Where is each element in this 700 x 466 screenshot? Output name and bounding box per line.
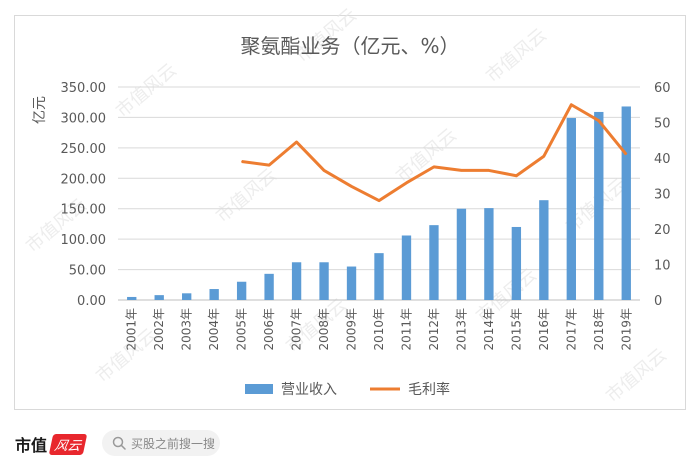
y-tick-label: 0.00 <box>77 294 106 309</box>
right-axis-ticks: 0 10 20 30 40 50 60 <box>654 81 671 309</box>
legend: 营业收入 毛利率 <box>245 381 450 398</box>
x-tick-label: 2001年 <box>125 308 139 351</box>
bar <box>594 111 604 300</box>
y2-tick-label: 60 <box>654 81 671 96</box>
y2-tick-label: 30 <box>654 188 671 203</box>
bar <box>127 296 137 300</box>
y-tick-label: 250.00 <box>61 142 107 157</box>
bar <box>291 262 302 300</box>
x-tick-label: 2018年 <box>592 308 606 351</box>
x-tick-label: 2010年 <box>372 308 386 351</box>
bar <box>182 293 192 300</box>
bar <box>236 281 247 300</box>
brand-logo-text: 市值 <box>15 436 48 455</box>
y2-tick-label: 50 <box>654 117 671 132</box>
y-tick-label: 200.00 <box>61 172 107 187</box>
watermark-text: 市值风云 <box>482 25 551 87</box>
y-axis-label: 亿元 <box>32 96 48 124</box>
bar <box>621 106 631 300</box>
bar <box>566 118 576 300</box>
brand-logo-script: 风云 <box>48 433 88 455</box>
x-tick-label: 2007年 <box>290 308 304 351</box>
line-point <box>598 120 600 122</box>
legend-label-line: 毛利率 <box>408 381 450 398</box>
bar <box>401 235 412 300</box>
bar <box>429 225 439 300</box>
brand-logo[interactable]: 市值 风云 <box>15 432 88 456</box>
bar <box>484 208 494 300</box>
x-tick-label: 2011年 <box>399 308 413 351</box>
x-tick-label: 2003年 <box>180 308 194 351</box>
x-tick-label: 2009年 <box>345 308 359 351</box>
bar <box>209 289 219 300</box>
bar <box>346 266 357 300</box>
watermark-text: 市值风云 <box>212 165 281 227</box>
line-point <box>625 153 627 155</box>
watermark-text: 市值风云 <box>392 125 461 187</box>
line-point <box>241 161 243 163</box>
x-tick-label: 2019年 <box>619 308 633 351</box>
search-icon <box>112 436 126 450</box>
y2-tick-label: 0 <box>654 294 662 309</box>
y-tick-label: 150.00 <box>61 203 107 218</box>
line-point <box>405 182 407 184</box>
search-placeholder: 买股之前搜一搜 <box>131 436 216 451</box>
y2-tick-label: 10 <box>654 259 671 274</box>
x-tick-label: 2012年 <box>427 308 441 351</box>
x-tick-label: 2006年 <box>262 308 276 351</box>
y-tick-label: 350.00 <box>61 81 107 96</box>
left-axis-ticks: 0.00 50.00 100.00 150.00 200.00 250.00 300.00 3… <box>61 81 107 309</box>
line-point <box>268 164 270 166</box>
x-tick-label: 2015年 <box>509 308 523 351</box>
search-box[interactable]: 买股之前搜一搜 <box>102 430 220 456</box>
bar <box>264 273 274 300</box>
x-tick-label: 2008年 <box>317 308 331 351</box>
y2-tick-label: 40 <box>654 152 671 167</box>
line-point <box>378 200 380 202</box>
line-point <box>515 175 517 177</box>
footer: 市值 风云 买股之前搜一搜 <box>0 424 700 466</box>
line-point <box>460 169 462 171</box>
line-point <box>433 166 435 168</box>
line-point <box>488 169 490 171</box>
legend-swatch-bar <box>245 384 273 394</box>
x-axis-ticks: 2001年 2002年 2003年 2004年 2005年 2006年 2007年 2008年… <box>125 308 634 351</box>
y-tick-label: 50.00 <box>69 264 106 279</box>
watermark-text: 市值风云 <box>602 345 671 407</box>
bar <box>456 208 467 300</box>
bar <box>374 253 384 300</box>
legend-label-bar: 营业收入 <box>281 382 337 398</box>
x-tick-label: 2005年 <box>235 308 249 351</box>
bar-series <box>127 106 631 300</box>
chart-title: 聚氨酯业务（亿元、%） <box>240 34 459 58</box>
x-tick-label: 2013年 <box>454 308 468 351</box>
x-tick-label: 2017年 <box>564 308 578 351</box>
x-tick-label: 2014年 <box>482 308 496 351</box>
y-tick-label: 300.00 <box>61 111 107 126</box>
bar <box>539 200 549 300</box>
line-point <box>543 155 545 157</box>
bar <box>154 295 164 300</box>
x-tick-label: 2002年 <box>152 308 166 351</box>
line-point <box>296 141 298 143</box>
x-tick-label: 2016年 <box>537 308 551 351</box>
bar <box>319 262 329 300</box>
y2-tick-label: 20 <box>654 223 671 238</box>
line-point <box>351 185 353 187</box>
bar <box>511 226 522 300</box>
x-tick-label: 2004年 <box>207 308 221 351</box>
watermark-text: 市值风云 <box>112 60 181 122</box>
line-series <box>241 103 628 203</box>
y-tick-label: 100.00 <box>61 233 107 248</box>
line-point <box>570 104 572 106</box>
line-point <box>323 169 325 171</box>
